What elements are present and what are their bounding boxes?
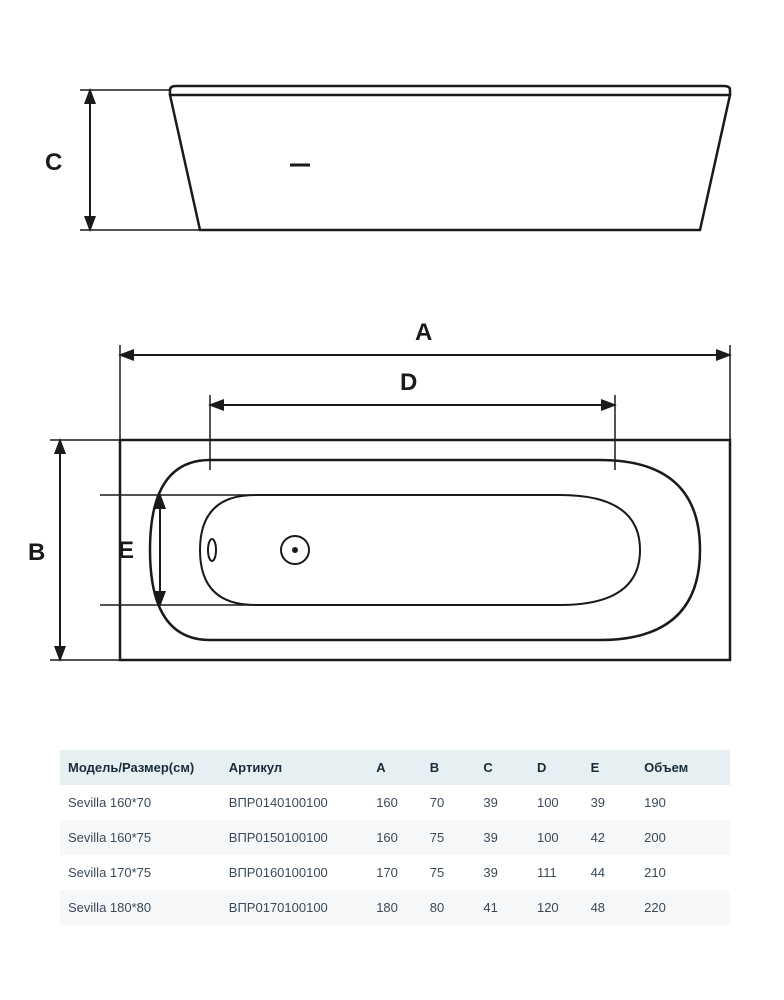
col-c: C [475, 750, 529, 785]
dimensions-table: Модель/Размер(см) Артикул A B C D E Объе… [60, 750, 730, 925]
cell: 100 [529, 785, 583, 820]
col-model: Модель/Размер(см) [60, 750, 221, 785]
page: C A D [0, 0, 784, 1000]
tub-outer-rect [120, 440, 730, 660]
col-volume: Объем [636, 750, 730, 785]
tub-floor-outline [200, 495, 640, 605]
cell: 70 [422, 785, 476, 820]
cell: 190 [636, 785, 730, 820]
cell: 41 [475, 890, 529, 925]
overflow-icon [208, 539, 216, 561]
col-d: D [529, 750, 583, 785]
cell: 42 [583, 820, 637, 855]
cell: 100 [529, 820, 583, 855]
drain-center-icon [292, 547, 298, 553]
tub-inner-basin [150, 460, 700, 640]
table-row: Sevilla 160*70 ВПР0140100100 160 70 39 1… [60, 785, 730, 820]
cell: 48 [583, 890, 637, 925]
col-article: Артикул [221, 750, 368, 785]
cell: ВПР0160100100 [221, 855, 368, 890]
cell: ВПР0140100100 [221, 785, 368, 820]
cell: 160 [368, 820, 422, 855]
table-row: Sevilla 180*80 ВПР0170100100 180 80 41 1… [60, 890, 730, 925]
cell: Sevilla 170*75 [60, 855, 221, 890]
cell: 170 [368, 855, 422, 890]
cell: 220 [636, 890, 730, 925]
cell: 39 [475, 855, 529, 890]
cell: 80 [422, 890, 476, 925]
cell: Sevilla 160*70 [60, 785, 221, 820]
col-e: E [583, 750, 637, 785]
top-view-diagram: A D B E [0, 260, 784, 740]
cell: 39 [475, 820, 529, 855]
cell: 39 [475, 785, 529, 820]
cell: 160 [368, 785, 422, 820]
cell: 44 [583, 855, 637, 890]
label-d: D [400, 369, 417, 396]
cell: 111 [529, 855, 583, 890]
cell: 210 [636, 855, 730, 890]
cell: 120 [529, 890, 583, 925]
cell: 180 [368, 890, 422, 925]
cell: Sevilla 160*75 [60, 820, 221, 855]
table-row: Sevilla 170*75 ВПР0160100100 170 75 39 1… [60, 855, 730, 890]
label-a: A [415, 319, 432, 346]
cell: 75 [422, 855, 476, 890]
cell: 75 [422, 820, 476, 855]
cell: ВПР0170100100 [221, 890, 368, 925]
label-e: E [118, 537, 134, 564]
cell: ВПР0150100100 [221, 820, 368, 855]
label-c: C [45, 149, 62, 176]
tub-side-profile [170, 86, 730, 230]
table-header-row: Модель/Размер(см) Артикул A B C D E Объе… [60, 750, 730, 785]
label-b: B [28, 539, 45, 566]
side-view-diagram: C [0, 0, 784, 270]
cell: 200 [636, 820, 730, 855]
cell: Sevilla 180*80 [60, 890, 221, 925]
table-row: Sevilla 160*75 ВПР0150100100 160 75 39 1… [60, 820, 730, 855]
cell: 39 [583, 785, 637, 820]
col-a: A [368, 750, 422, 785]
col-b: B [422, 750, 476, 785]
